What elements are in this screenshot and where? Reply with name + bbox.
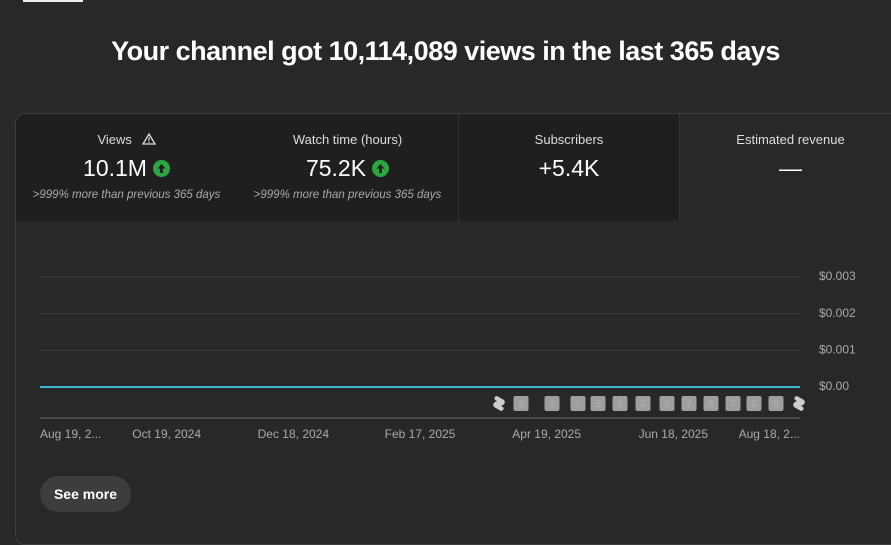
shorts-icon: [793, 396, 805, 411]
metric-label: Estimated revenue: [736, 132, 845, 147]
upload-marker: [768, 396, 784, 411]
upload-count: 6: [708, 398, 714, 410]
upload-marker: [635, 396, 651, 411]
x-tick-label: Aug 18, 2...: [739, 427, 800, 441]
y-tick-label: $0.00: [819, 379, 849, 393]
metric-tile[interactable]: Estimated revenue —: [680, 114, 891, 221]
y-tick-label: $0.003: [819, 269, 856, 283]
revenue-chart: $0.00 $0.001 $0.002 $0.003 Aug 19, 2... Oct 1…: [40, 269, 856, 441]
shorts-icon: [493, 396, 505, 411]
upload-count: 6: [664, 398, 670, 410]
metric-label-row: Views: [16, 132, 237, 148]
x-tick-label: Aug 19, 2...: [40, 427, 101, 441]
x-tick-label: Jun 18, 2025: [639, 427, 709, 441]
x-tick-label: Apr 19, 2025: [512, 427, 581, 441]
metric-label: Subscribers: [534, 132, 604, 147]
warning-icon: [141, 132, 156, 145]
upload-marker: [513, 396, 529, 411]
metric-label: Watch time (hours): [292, 132, 403, 147]
upload-count: 5: [617, 398, 623, 410]
upload-count: 3: [518, 398, 524, 410]
up-icon: [152, 159, 170, 177]
y-tick-label: $0.001: [819, 343, 856, 357]
upload-count: 2: [549, 398, 555, 410]
shorts-shape: [493, 396, 505, 411]
metric-value: —: [779, 154, 802, 181]
page-title: Your channel got 10,114,089 views in the…: [111, 36, 780, 66]
metric-tile[interactable]: Views 10.1M >999% more than previous 365…: [16, 114, 238, 221]
metric-value: +5.4K: [538, 154, 600, 181]
upload-marker: [590, 396, 606, 411]
upload-count: 7: [686, 398, 692, 410]
upload-marker: [746, 396, 762, 411]
tab-indicator: [23, 0, 83, 2]
upload-marker: [544, 396, 560, 411]
upload-marker: [570, 396, 586, 411]
metric-value: 10.1M: [83, 154, 147, 181]
upload-count: 7: [575, 398, 581, 410]
analytics-card: Views 10.1M >999% more than previous 365…: [15, 113, 891, 545]
metric-change: >999% more than previous 365 days: [253, 189, 442, 201]
up-icon: [372, 159, 390, 177]
metric-label: Views: [97, 132, 132, 147]
shorts-shape: [793, 396, 805, 411]
x-tick-label: Feb 17, 2025: [385, 427, 456, 441]
upload-marker: [612, 396, 628, 411]
metric-change: >999% more than previous 365 days: [32, 189, 221, 201]
upload-count: 7: [730, 398, 736, 410]
upload-marker: [681, 396, 697, 411]
upload-marker: [659, 396, 675, 411]
upload-marker: [703, 396, 719, 411]
metric-value-row: 10.1M: [16, 154, 237, 182]
upload-count: 8: [595, 398, 601, 410]
metric-value-row: 75.2K: [237, 154, 458, 182]
metric-tile[interactable]: Subscribers +5.4K: [459, 114, 680, 221]
y-tick-label: $0.002: [819, 306, 856, 320]
upload-count: 8: [773, 398, 779, 410]
upload-marker: [725, 396, 741, 411]
upload-count: 9: [751, 398, 757, 410]
x-tick-label: Oct 19, 2024: [132, 427, 201, 441]
metric-tile[interactable]: Watch time (hours) 75.2K >999% more than…: [237, 114, 459, 221]
see-more-button[interactable]: See more: [40, 476, 131, 512]
upload-count: 5: [640, 398, 646, 410]
metric-value: 75.2K: [305, 154, 367, 181]
x-tick-label: Dec 18, 2024: [258, 427, 330, 441]
